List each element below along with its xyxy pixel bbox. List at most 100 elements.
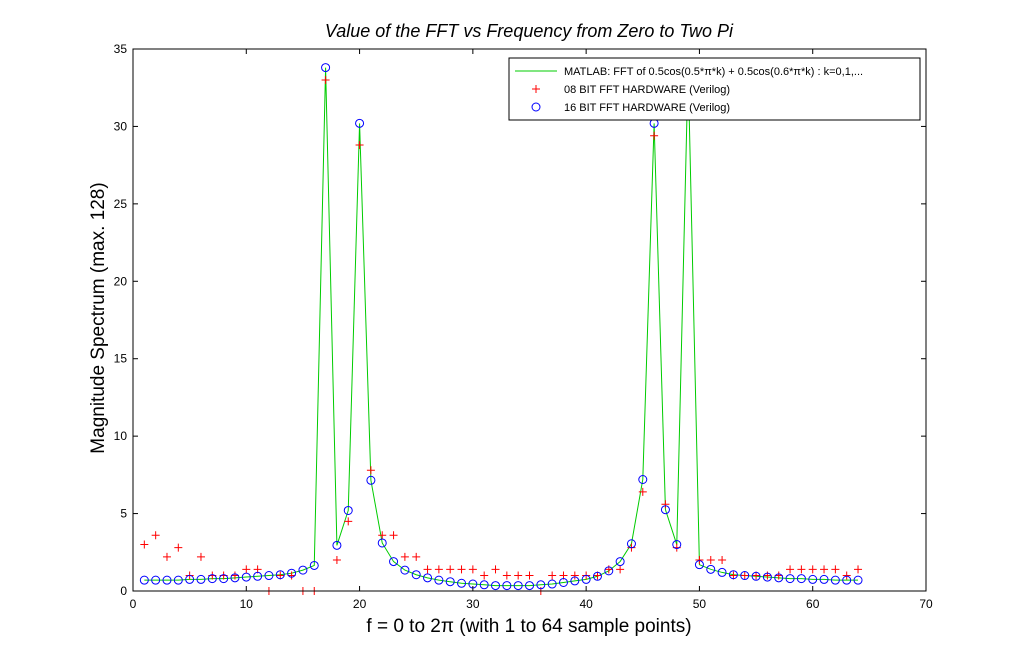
data-point — [525, 571, 534, 580]
data-point — [355, 118, 365, 128]
data-point — [831, 565, 840, 574]
data-point — [536, 580, 546, 590]
legend-entry-label: MATLAB: FFT of 0.5cos(0.5*π*k) + 0.5cos(… — [564, 66, 863, 78]
data-point — [344, 517, 353, 526]
y-axis-title: Magnitude Spectrum (max. 128) — [88, 182, 109, 453]
data-point — [309, 560, 319, 570]
data-point — [241, 572, 251, 582]
series-3 — [139, 63, 863, 591]
x-tick-label: 10 — [240, 597, 254, 611]
y-tick-label: 25 — [114, 197, 128, 211]
data-point — [706, 564, 716, 574]
data-point — [468, 565, 477, 574]
data-point — [196, 552, 205, 561]
data-point — [343, 505, 353, 515]
data-point — [853, 575, 863, 585]
data-point — [242, 565, 251, 574]
data-point — [638, 475, 648, 485]
data-point — [502, 571, 511, 580]
x-tick-label: 30 — [466, 597, 480, 611]
data-point — [162, 575, 172, 585]
data-point — [661, 500, 670, 509]
data-point — [219, 574, 229, 584]
data-point — [321, 63, 331, 73]
data-point — [694, 560, 704, 570]
data-point — [717, 567, 727, 577]
data-point — [445, 577, 455, 587]
data-point — [593, 571, 602, 580]
chart-title: Value of the FFT vs Frequency from Zero … — [325, 21, 734, 41]
y-tick-label: 15 — [114, 352, 128, 366]
data-point — [400, 565, 410, 575]
data-point — [377, 538, 387, 548]
series-1 — [144, 67, 859, 587]
data-point — [253, 571, 263, 581]
data-point — [650, 131, 659, 140]
data-point — [378, 531, 387, 540]
data-point — [570, 576, 580, 586]
data-point — [457, 578, 467, 588]
y-tick-label: 0 — [120, 584, 127, 598]
legend: MATLAB: FFT of 0.5cos(0.5*π*k) + 0.5cos(… — [508, 57, 921, 121]
data-point — [332, 556, 341, 565]
data-point — [298, 565, 308, 575]
data-point — [786, 565, 795, 574]
data-point — [287, 571, 296, 580]
data-point — [615, 557, 625, 567]
data-point — [796, 574, 806, 584]
data-point — [604, 566, 614, 576]
data-point — [276, 571, 285, 580]
data-point — [423, 565, 432, 574]
data-point — [411, 570, 421, 580]
data-point — [412, 552, 421, 561]
data-point — [706, 556, 715, 565]
data-point — [162, 552, 171, 561]
data-point — [230, 571, 239, 580]
data-point — [196, 574, 206, 584]
data-point — [581, 574, 591, 584]
data-point — [752, 571, 761, 580]
axes-frame — [132, 48, 927, 592]
data-point — [514, 571, 523, 580]
data-point — [479, 580, 489, 590]
data-point — [660, 505, 670, 515]
data-point — [808, 565, 817, 574]
data-point — [740, 571, 750, 581]
data-point — [842, 571, 851, 580]
data-point — [173, 575, 183, 585]
y-tick-label: 10 — [114, 429, 128, 443]
data-point — [616, 565, 625, 574]
data-point — [491, 565, 500, 574]
data-point — [480, 571, 489, 580]
x-tick-label: 60 — [806, 597, 820, 611]
legend-entry-label: 08 BIT FFT HARDWARE (Verilog) — [564, 84, 730, 96]
data-point — [854, 565, 863, 574]
data-point — [321, 75, 330, 84]
data-point — [525, 581, 534, 591]
legend-box — [508, 57, 921, 121]
data-point — [502, 581, 512, 591]
data-point — [457, 565, 466, 574]
data-point — [808, 574, 818, 584]
axes: 0 10 20 30 40 50 60 70 0 5 10 15 20 25 30 35 — [114, 42, 933, 611]
plot-area — [139, 63, 863, 595]
x-tick-label: 0 — [130, 597, 137, 611]
data-point — [513, 581, 523, 591]
y-tick-label: 5 — [120, 507, 127, 521]
data-point — [389, 531, 398, 540]
x-tick-label: 20 — [353, 597, 367, 611]
data-point — [592, 571, 602, 581]
data-point — [718, 556, 727, 565]
data-point — [626, 539, 636, 549]
data-point — [275, 570, 285, 580]
data-point — [355, 141, 364, 150]
data-point — [830, 575, 840, 585]
data-point — [570, 571, 579, 580]
series-line — [144, 67, 859, 587]
data-point — [729, 571, 738, 580]
data-point — [423, 573, 433, 583]
data-point — [185, 574, 195, 584]
data-point — [151, 575, 161, 585]
data-point — [139, 575, 149, 585]
y-tick-label: 20 — [114, 274, 128, 288]
